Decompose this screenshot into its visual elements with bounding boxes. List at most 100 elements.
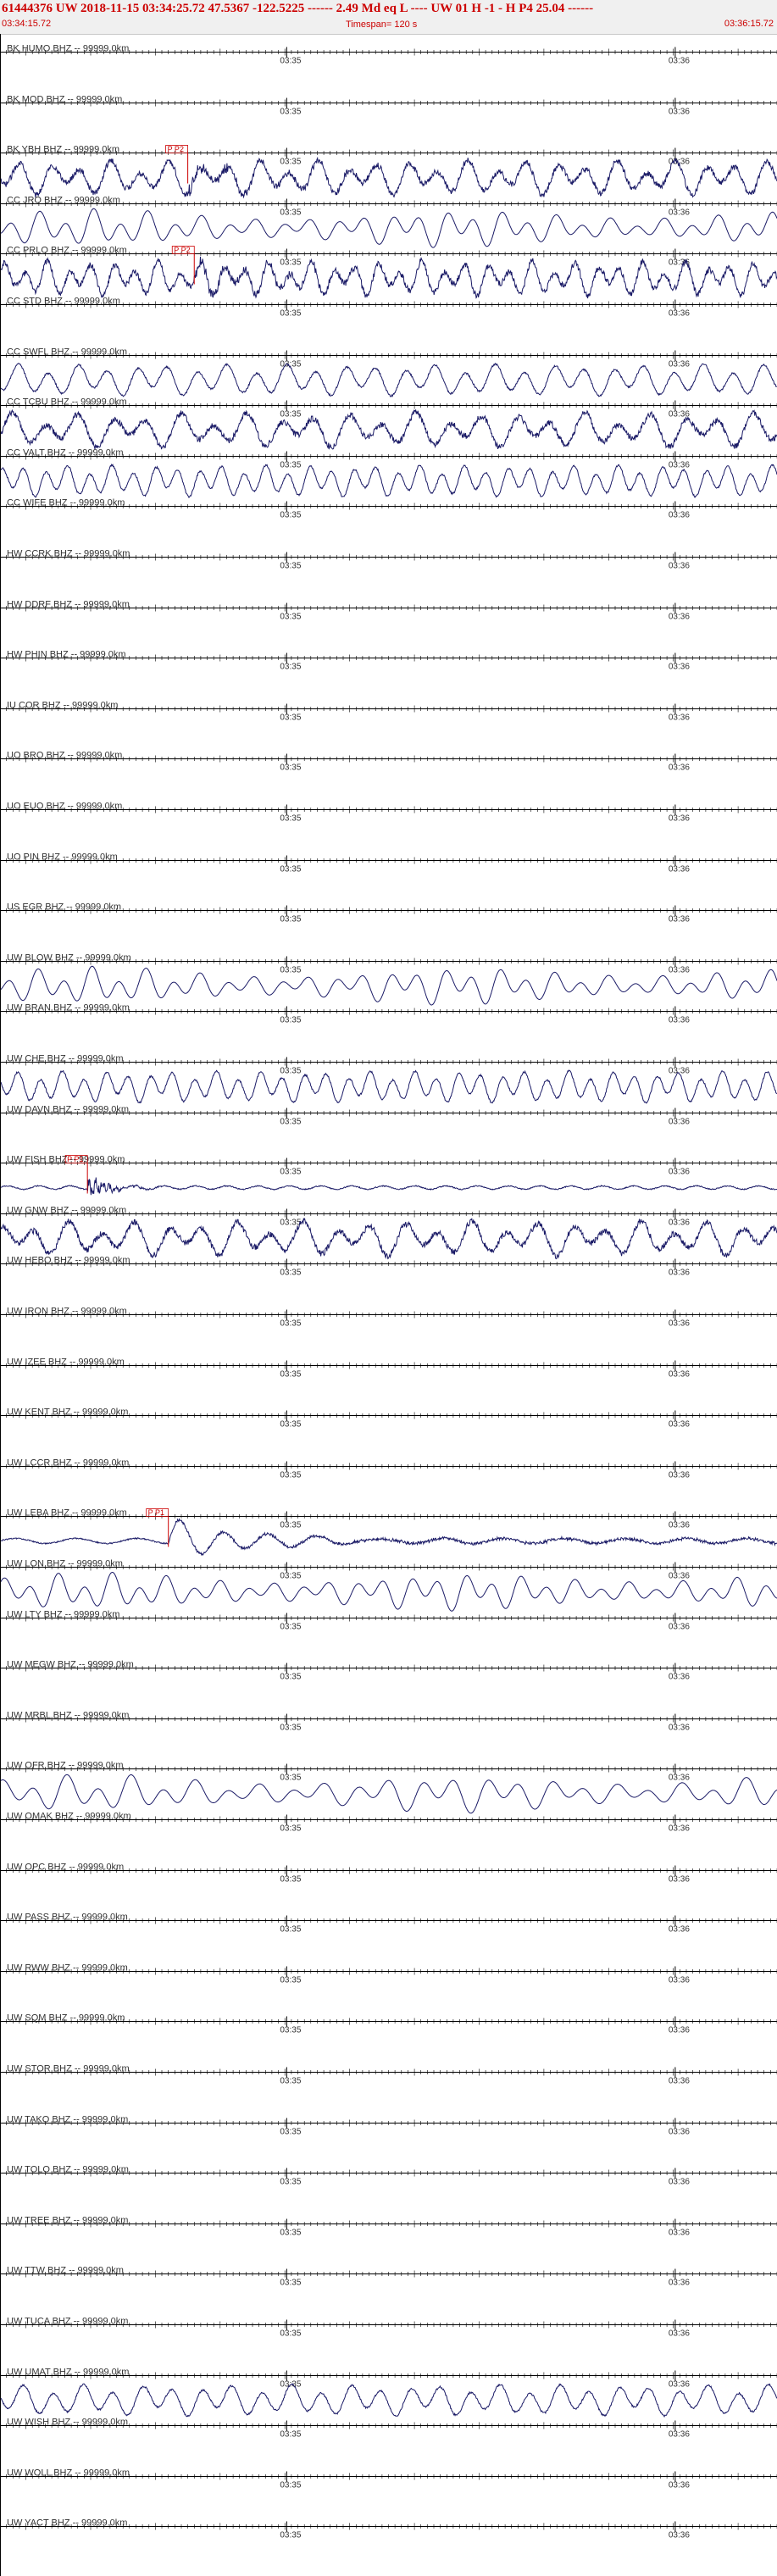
axis-ticks	[0, 2220, 777, 2228]
minute-tick-label: 03:35	[280, 562, 301, 571]
axis-ticks	[0, 452, 777, 460]
axis-ticks	[0, 250, 777, 258]
channel-panel: 03:35 03:36 UW TREE BHZ -- 99999.0km	[0, 2216, 777, 2238]
timespan-label: Timespan= 120 s	[346, 19, 418, 30]
minute-tick-label: 03:35	[280, 208, 301, 218]
axis-ticks	[0, 2523, 777, 2530]
pick-flag	[64, 1155, 88, 1163]
axis-ticks	[0, 2169, 777, 2177]
waveform-trace	[0, 1572, 777, 1612]
channel-panel: 03:35 03:36 UW TUCA BHZ -- 99999.0km	[0, 2317, 777, 2339]
minute-tick-label: 03:36	[669, 1875, 690, 1885]
minute-tick-label: 03:35	[280, 2026, 301, 2035]
channel-label: UW RWW BHZ -- 99999.0km	[7, 1963, 128, 1974]
waveform-trace	[0, 256, 777, 299]
axis-ticks	[0, 2068, 777, 2076]
minute-tick-label: 03:36	[669, 1471, 690, 1480]
axis-ticks	[0, 2422, 777, 2429]
minute-tick-label: 03:35	[280, 663, 301, 672]
channel-panel: 03:35 03:36 UW BRAN BHZ -- 99999.0km	[0, 1003, 777, 1025]
channel-panel: 03:35 03:36 UW PASS BHZ -- 99999.0km	[0, 1913, 777, 1935]
minute-tick-label: 03:35	[280, 2229, 301, 2238]
minute-tick-label: 03:35	[280, 158, 301, 167]
minute-tick-label: 03:36	[669, 562, 690, 571]
channel-panel: 03:35 03:36 UO BRO BHZ -- 99999.0km	[0, 751, 777, 773]
channel-panel: 03:35 03:36 UO PIN BHZ -- 99999.0km	[0, 852, 777, 874]
waveform-trace	[0, 363, 777, 397]
minute-tick-label: 03:36	[669, 1521, 690, 1530]
waveform-trace	[0, 965, 777, 1006]
minute-tick-label: 03:36	[669, 2481, 690, 2490]
channel-panel: 03:35 03:36 CC JRO BHZ -- 99999.0km	[0, 196, 777, 248]
axis-ticks	[0, 2473, 777, 2480]
minute-tick-label: 03:35	[280, 2077, 301, 2086]
axis-ticks	[0, 1362, 777, 1369]
pick-label: P P1	[148, 1508, 164, 1517]
channel-panel: 03:35 03:36 UW RWW BHZ -- 99999.0km	[0, 1963, 777, 1985]
minute-tick-label: 03:35	[280, 108, 301, 117]
channel-label: UW WISH BHZ -- 99999.0km	[7, 2418, 128, 2428]
channel-panel: 03:35 03:36 UW OMAK BHZ -- 99999.0km	[0, 1812, 777, 1834]
minute-tick-label: 03:36	[669, 1673, 690, 1682]
channel-label: UW CHE BHZ -- 99999.0km	[7, 1054, 124, 1064]
channel-label: UW OFR BHZ -- 99999.0km	[7, 1761, 124, 1771]
axis-ticks	[0, 755, 777, 763]
axis-ticks	[0, 48, 777, 56]
minute-tick-label: 03:36	[669, 2279, 690, 2288]
channel-label: UW HEBO BHZ -- 99999.0km	[7, 1256, 130, 1266]
channel-label: UW TUCA BHZ -- 99999.0km	[7, 2317, 128, 2327]
axis-ticks	[0, 301, 777, 308]
channel-label: UW KENT BHZ -- 99999.0km	[7, 1407, 128, 1418]
minute-tick-label: 03:35	[280, 1824, 301, 1834]
minute-tick-label: 03:35	[280, 309, 301, 319]
channel-panel: 03:35 03:36 UW WISH BHZ -- 99999.0km	[0, 2418, 777, 2440]
minute-tick-label: 03:35	[280, 2128, 301, 2137]
waveform-trace	[0, 208, 777, 248]
minute-tick-label: 03:35	[280, 2279, 301, 2288]
channel-panel: 03:35 03:36 UW BLOW BHZ -- 99999.0km	[0, 953, 777, 1006]
channel-panel: 03:35 03:36 UW LCCR BHZ -- 99999.0km	[0, 1458, 777, 1480]
channel-label: HW PHIN BHZ -- 99999.0km	[7, 650, 126, 660]
record-header: 61444376 UW 2018-11-15 03:34:25.72 47.53…	[0, 0, 777, 35]
channel-panel: 03:35 03:36 UW LON BHZ -- 99999.0km	[0, 1559, 777, 1612]
minute-tick-label: 03:35	[280, 1067, 301, 1076]
minute-tick-label: 03:35	[280, 1673, 301, 1682]
channel-label: BK MOD BHZ -- 99999.0km	[7, 95, 122, 105]
channel-label: BK YBH BHZ -- 99999.0km	[7, 145, 119, 155]
minute-tick-label: 03:35	[280, 410, 301, 419]
minute-tick-label: 03:36	[669, 763, 690, 773]
channel-panel: 03:35 03:36 IU COR BHZ -- 99999.0km	[0, 701, 777, 723]
axis-ticks	[0, 99, 777, 107]
channel-label: UW WOLL BHZ -- 99999.0km	[7, 2468, 130, 2479]
channel-panel: 03:35 03:36 UO EUO BHZ -- 99999.0km	[0, 802, 777, 824]
channel-panel: 03:35 03:36 UW MRBL BHZ -- 99999.0km	[0, 1711, 777, 1733]
minute-tick-label: 03:35	[280, 613, 301, 622]
minute-tick-label: 03:35	[280, 2481, 301, 2490]
minute-tick-label: 03:35	[280, 360, 301, 369]
minute-tick-label: 03:36	[669, 1168, 690, 1177]
channel-label: UW BLOW BHZ -- 99999.0km	[7, 953, 131, 963]
channel-label: UO PIN BHZ -- 99999.0km	[7, 852, 118, 863]
axis-ticks	[0, 1008, 777, 1015]
axis-ticks	[0, 1260, 777, 1268]
channel-panel: 03:35 03:36 HW PHIN BHZ -- 99999.0km	[0, 650, 777, 672]
waveform-trace	[0, 1177, 777, 1196]
minute-tick-label: 03:36	[669, 410, 690, 419]
minute-tick-label: 03:35	[280, 814, 301, 824]
channel-label: UW OPC BHZ -- 99999.0km	[7, 1863, 124, 1873]
end-time: 03:36:15.72	[724, 19, 774, 29]
minute-tick-label: 03:35	[280, 2430, 301, 2440]
minute-tick-label: 03:36	[669, 461, 690, 470]
waveform-trace	[0, 1069, 777, 1104]
axis-ticks	[0, 2018, 777, 2025]
minute-tick-label: 03:36	[669, 613, 690, 622]
channel-label: UW FISH BHZ -- 99999.0km	[7, 1155, 125, 1165]
axis-ticks	[0, 705, 777, 713]
minute-tick-label: 03:36	[669, 1623, 690, 1632]
minute-tick-label: 03:35	[280, 461, 301, 470]
minute-tick-label: 03:36	[669, 511, 690, 520]
axis-ticks	[0, 1614, 777, 1622]
axis-ticks	[0, 1412, 777, 1419]
channel-label: UW IRON BHZ -- 99999.0km	[7, 1307, 127, 1317]
